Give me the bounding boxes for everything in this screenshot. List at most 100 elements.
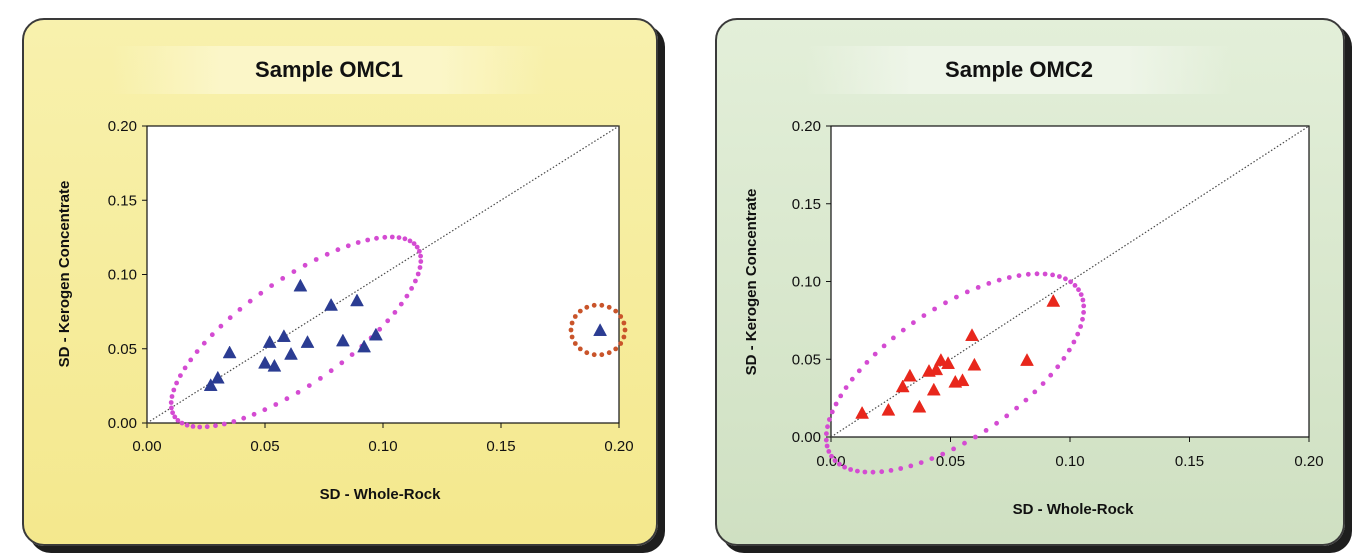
annotation-dot [824, 431, 829, 436]
annotation-dot [1057, 274, 1062, 279]
annotation-dot [258, 290, 264, 296]
annotation-dot [382, 234, 388, 240]
annotation-dot [1061, 356, 1067, 361]
annotation-dot [1055, 364, 1061, 370]
annotation-dot [169, 405, 174, 411]
annotation-dot [318, 376, 323, 381]
annotation-dot [1048, 372, 1054, 378]
annotation-dot [201, 340, 207, 346]
annotation-dot [402, 236, 408, 242]
annotation-dot [584, 304, 590, 310]
y-tick-label: 0.10 [108, 267, 137, 284]
annotation-dot [417, 248, 422, 254]
annotation-ellipse [568, 302, 628, 358]
x-axis-label: SD - Whole-Rock [1013, 501, 1134, 518]
annotation-dot [994, 420, 999, 426]
annotation-dot [621, 334, 627, 340]
annotation-dot [1042, 271, 1048, 277]
x-tick-label: 0.15 [1175, 453, 1204, 470]
annotation-dot [964, 289, 970, 295]
annotation-dot [190, 424, 196, 429]
annotation-dot [929, 456, 935, 461]
annotation-dot [898, 466, 904, 471]
data-point [335, 333, 350, 347]
x-tick-label: 0.05 [936, 453, 965, 470]
annotation-dot [1016, 273, 1022, 278]
annotation-dot [1071, 339, 1077, 345]
annotation-dot [951, 446, 956, 452]
annotation-dot [591, 352, 597, 358]
data-point [895, 379, 910, 393]
chart-title: Sample OMC1 [112, 46, 546, 94]
data-point [324, 297, 339, 311]
data-point [941, 356, 956, 369]
annotation-dot [169, 394, 175, 399]
annotation-dot [389, 234, 395, 240]
y-tick-label: 0.15 [108, 192, 137, 209]
data-point [926, 382, 941, 396]
data-point [284, 346, 298, 360]
annotation-dot [231, 419, 237, 424]
y-tick-label: 0.05 [792, 351, 821, 368]
annotation-ellipse [823, 271, 1087, 475]
data-point [912, 399, 927, 413]
annotation-dot [823, 437, 829, 443]
annotation-dot [1080, 297, 1086, 303]
annotation-dot [179, 420, 185, 426]
chart-title: Sample OMC2 [805, 46, 1233, 94]
data-point [1020, 353, 1034, 366]
annotation-dot [414, 244, 420, 250]
annotation-dot [1014, 405, 1019, 411]
x-tick-label: 0.10 [1055, 453, 1084, 470]
y-tick-label: 0.05 [108, 341, 137, 358]
data-point [933, 353, 948, 366]
annotation-dot [1068, 279, 1073, 285]
annotation-dot [618, 314, 624, 319]
annotation-dot [986, 281, 992, 286]
annotation-dot [1063, 276, 1068, 282]
annotation-dot [302, 262, 308, 268]
annotation-dot [1023, 397, 1029, 403]
annotation-dot [262, 407, 268, 413]
data-point [1046, 293, 1061, 307]
annotation-dot [829, 453, 834, 459]
annotation-dot [829, 409, 835, 415]
annotation-dot [838, 393, 844, 399]
y-axis-label: SD - Kerogen Concentrate [56, 181, 73, 368]
annotation-dot [824, 443, 830, 449]
annotation-dot [848, 467, 853, 472]
annotation-dot [345, 243, 351, 249]
annotation-dot [1081, 310, 1086, 315]
annotation-dot [954, 294, 959, 300]
annotation-dot [1034, 271, 1040, 277]
annotation-dot [1076, 287, 1081, 293]
annotation-dot [355, 240, 361, 245]
annotation-dot [170, 410, 176, 416]
annotation-dot [1078, 292, 1084, 297]
annotation-dot [599, 302, 605, 308]
annotation-dot [1004, 413, 1010, 419]
y-tick-label: 0.10 [792, 274, 821, 291]
annotation-dot [613, 308, 619, 314]
annotation-dot [227, 315, 233, 321]
annotation-dot [843, 385, 849, 390]
annotation-dot [849, 376, 855, 382]
annotation-dot [832, 458, 838, 463]
annotation-dot [568, 327, 574, 333]
annotation-dot [392, 310, 398, 315]
data-point [210, 370, 225, 384]
data-point [368, 327, 383, 341]
annotation-dot [237, 307, 243, 312]
x-tick-label: 0.20 [604, 438, 633, 455]
annotation-dot [591, 302, 597, 308]
annotation-dot [577, 308, 583, 314]
annotation-dot [870, 469, 876, 475]
annotation-ellipse [168, 234, 424, 430]
annotation-dot [855, 468, 860, 474]
annotation-dot [1075, 331, 1081, 337]
annotation-dot [837, 461, 842, 467]
annotation-dot [269, 283, 274, 288]
annotation-dot [827, 417, 832, 422]
annotation-dot [622, 327, 628, 333]
